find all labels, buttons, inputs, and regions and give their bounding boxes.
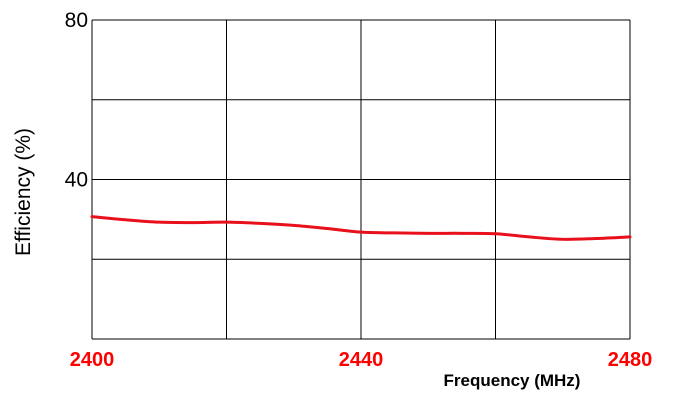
x-tick-labels: 2400 2440 2480 bbox=[70, 349, 653, 371]
grid bbox=[91, 19, 631, 340]
series bbox=[90, 215, 632, 241]
x-tick-label: 2480 bbox=[608, 349, 653, 371]
x-tick-label: 2440 bbox=[339, 349, 384, 371]
y-tick-labels: 40 80 bbox=[65, 9, 88, 192]
x-tick-label: 2400 bbox=[70, 349, 115, 371]
y-axis-label: Efficiency (%) bbox=[12, 128, 35, 256]
y-tick-label: 80 bbox=[65, 9, 88, 32]
x-axis-label: Frequency (MHz) bbox=[444, 371, 581, 390]
y-tick-label: 40 bbox=[65, 169, 88, 192]
efficiency-line bbox=[90, 215, 632, 241]
